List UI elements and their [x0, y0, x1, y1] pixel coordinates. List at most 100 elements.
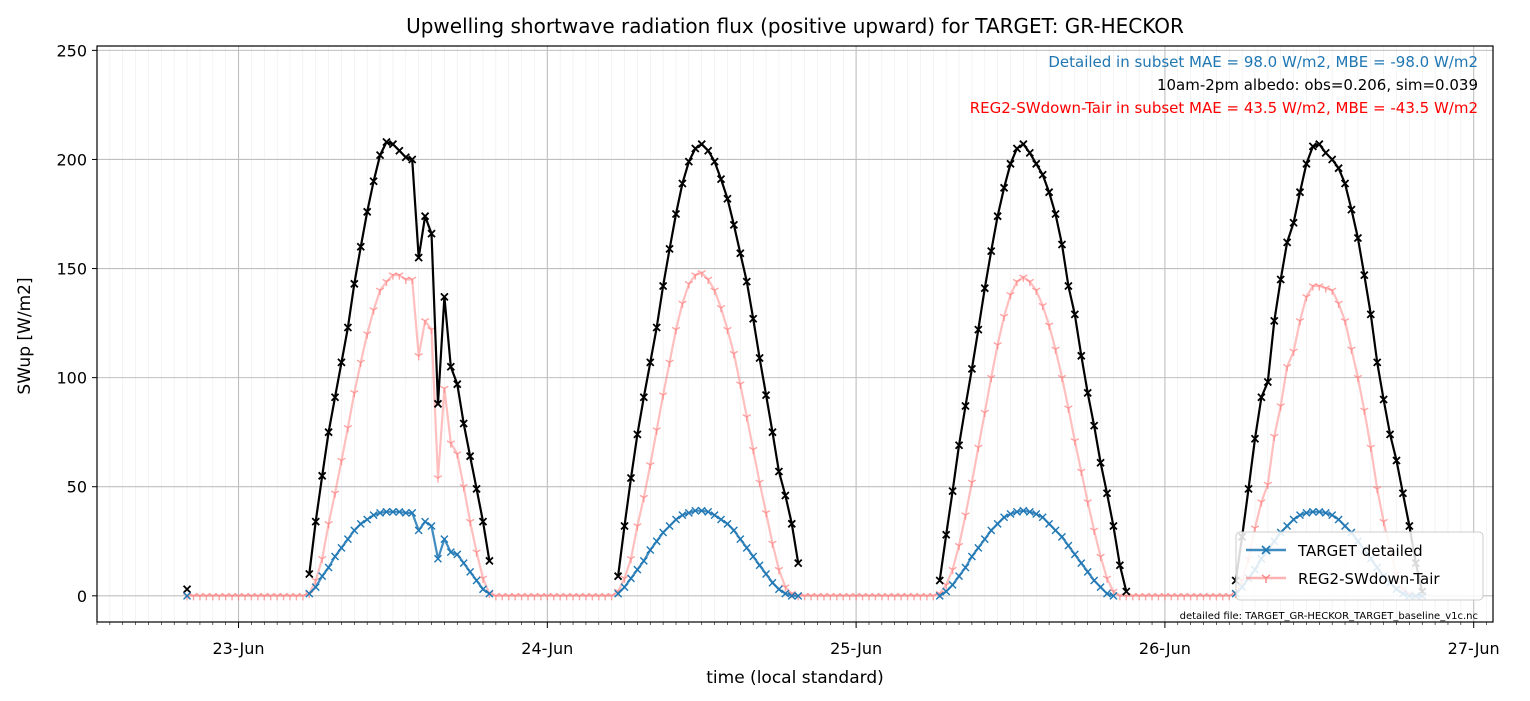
data-point-marker	[1012, 144, 1022, 153]
data-point-marker	[929, 592, 938, 601]
data-point-marker	[678, 511, 687, 520]
series-line	[938, 143, 1128, 592]
data-point-marker	[311, 583, 320, 592]
data-point-marker	[633, 430, 642, 439]
data-point-marker	[723, 194, 732, 203]
data-point-marker	[954, 441, 964, 450]
data-point-marker	[774, 566, 784, 575]
footnote-file: detailed file: TARGET_GR-HECKOR_TARGET_b…	[1180, 611, 1478, 622]
data-point-marker	[1289, 218, 1298, 227]
data-point-marker	[478, 585, 487, 594]
data-point-marker	[395, 146, 404, 155]
data-point-marker	[465, 452, 475, 461]
data-point-marker	[768, 578, 777, 587]
data-point-marker	[1051, 209, 1060, 219]
data-point-marker	[331, 552, 340, 561]
data-point-marker	[1308, 507, 1317, 516]
data-point-marker	[440, 292, 449, 302]
data-point-marker	[459, 483, 468, 492]
data-point-marker	[1379, 518, 1388, 527]
data-point-marker	[414, 253, 423, 262]
data-point-marker	[1340, 179, 1350, 188]
data-point-marker	[652, 427, 661, 435]
data-point-marker	[787, 591, 796, 600]
data-point-marker	[1038, 513, 1047, 522]
data-point-marker	[356, 359, 366, 367]
data-point-marker	[961, 512, 970, 520]
data-point-marker	[1057, 532, 1066, 541]
data-point-marker	[478, 575, 488, 583]
x-tick-label: 27-Jun	[1448, 639, 1500, 658]
data-point-marker	[453, 550, 462, 559]
data-point-marker	[742, 277, 751, 286]
legend-entry-target-detailed: TARGET detailed	[1246, 542, 1423, 560]
data-point-marker	[1244, 484, 1253, 494]
data-point-marker	[407, 276, 417, 284]
data-point-marker	[974, 543, 983, 552]
data-point-marker	[1379, 395, 1388, 404]
data-point-marker	[993, 519, 1002, 528]
data-point-marker	[414, 352, 423, 361]
data-point-marker	[318, 572, 327, 581]
data-point-marker	[658, 281, 668, 291]
data-point-marker	[1328, 511, 1337, 520]
data-point-marker	[1102, 575, 1112, 583]
data-point-marker	[999, 313, 1009, 322]
data-point-marker	[671, 209, 681, 219]
data-point-marker	[1321, 148, 1330, 158]
data-point-marker	[710, 157, 719, 166]
data-point-marker	[1392, 456, 1401, 465]
data-point-marker	[1334, 300, 1343, 308]
data-point-marker	[710, 287, 719, 295]
data-point-marker	[1257, 499, 1266, 507]
data-point-marker	[729, 220, 739, 230]
data-point-marker	[749, 552, 758, 561]
data-point-marker	[1302, 294, 1311, 302]
data-point-marker	[942, 530, 951, 539]
data-point-marker	[736, 249, 745, 258]
data-point-marker	[961, 563, 970, 572]
data-point-marker	[974, 444, 983, 452]
data-point-marker	[433, 554, 442, 563]
data-point-marker	[459, 419, 468, 428]
data-point-marker	[401, 153, 410, 162]
data-point-marker	[613, 572, 623, 581]
x-tick-label: 24-Jun	[521, 639, 573, 658]
data-point-marker	[678, 179, 687, 188]
data-point-marker	[182, 585, 192, 594]
data-point-marker	[633, 565, 642, 574]
data-point-marker	[382, 137, 391, 147]
data-point-marker	[1083, 388, 1092, 398]
data-point-marker	[691, 272, 700, 280]
data-point-marker	[1315, 283, 1324, 291]
data-point-marker	[1308, 142, 1318, 151]
data-point-marker	[671, 515, 680, 524]
data-point-marker	[1276, 275, 1285, 284]
data-point-marker	[337, 457, 346, 466]
data-point-marker	[1224, 592, 1234, 601]
data-point-marker	[665, 359, 674, 367]
data-point-marker	[967, 552, 976, 561]
data-point-marker	[787, 519, 796, 528]
data-point-marker	[659, 528, 668, 537]
data-point-marker	[781, 589, 790, 598]
data-point-marker	[935, 591, 944, 600]
data-point-marker	[697, 140, 706, 149]
data-point-marker	[684, 508, 693, 517]
data-point-marker	[607, 592, 616, 601]
data-point-marker	[646, 546, 655, 554]
data-point-marker	[1327, 287, 1337, 295]
data-point-marker	[993, 212, 1002, 221]
data-point-marker	[742, 414, 752, 422]
y-tick-label: 50	[67, 478, 87, 497]
data-point-marker	[999, 183, 1009, 192]
x-axis-label: time (local standard)	[706, 668, 884, 688]
data-point-marker	[755, 479, 764, 487]
data-point-marker	[987, 246, 996, 256]
data-point-marker	[948, 486, 957, 496]
data-point-marker	[324, 563, 333, 572]
data-point-marker	[401, 508, 410, 517]
data-point-marker	[954, 542, 964, 551]
data-point-marker	[420, 212, 430, 221]
